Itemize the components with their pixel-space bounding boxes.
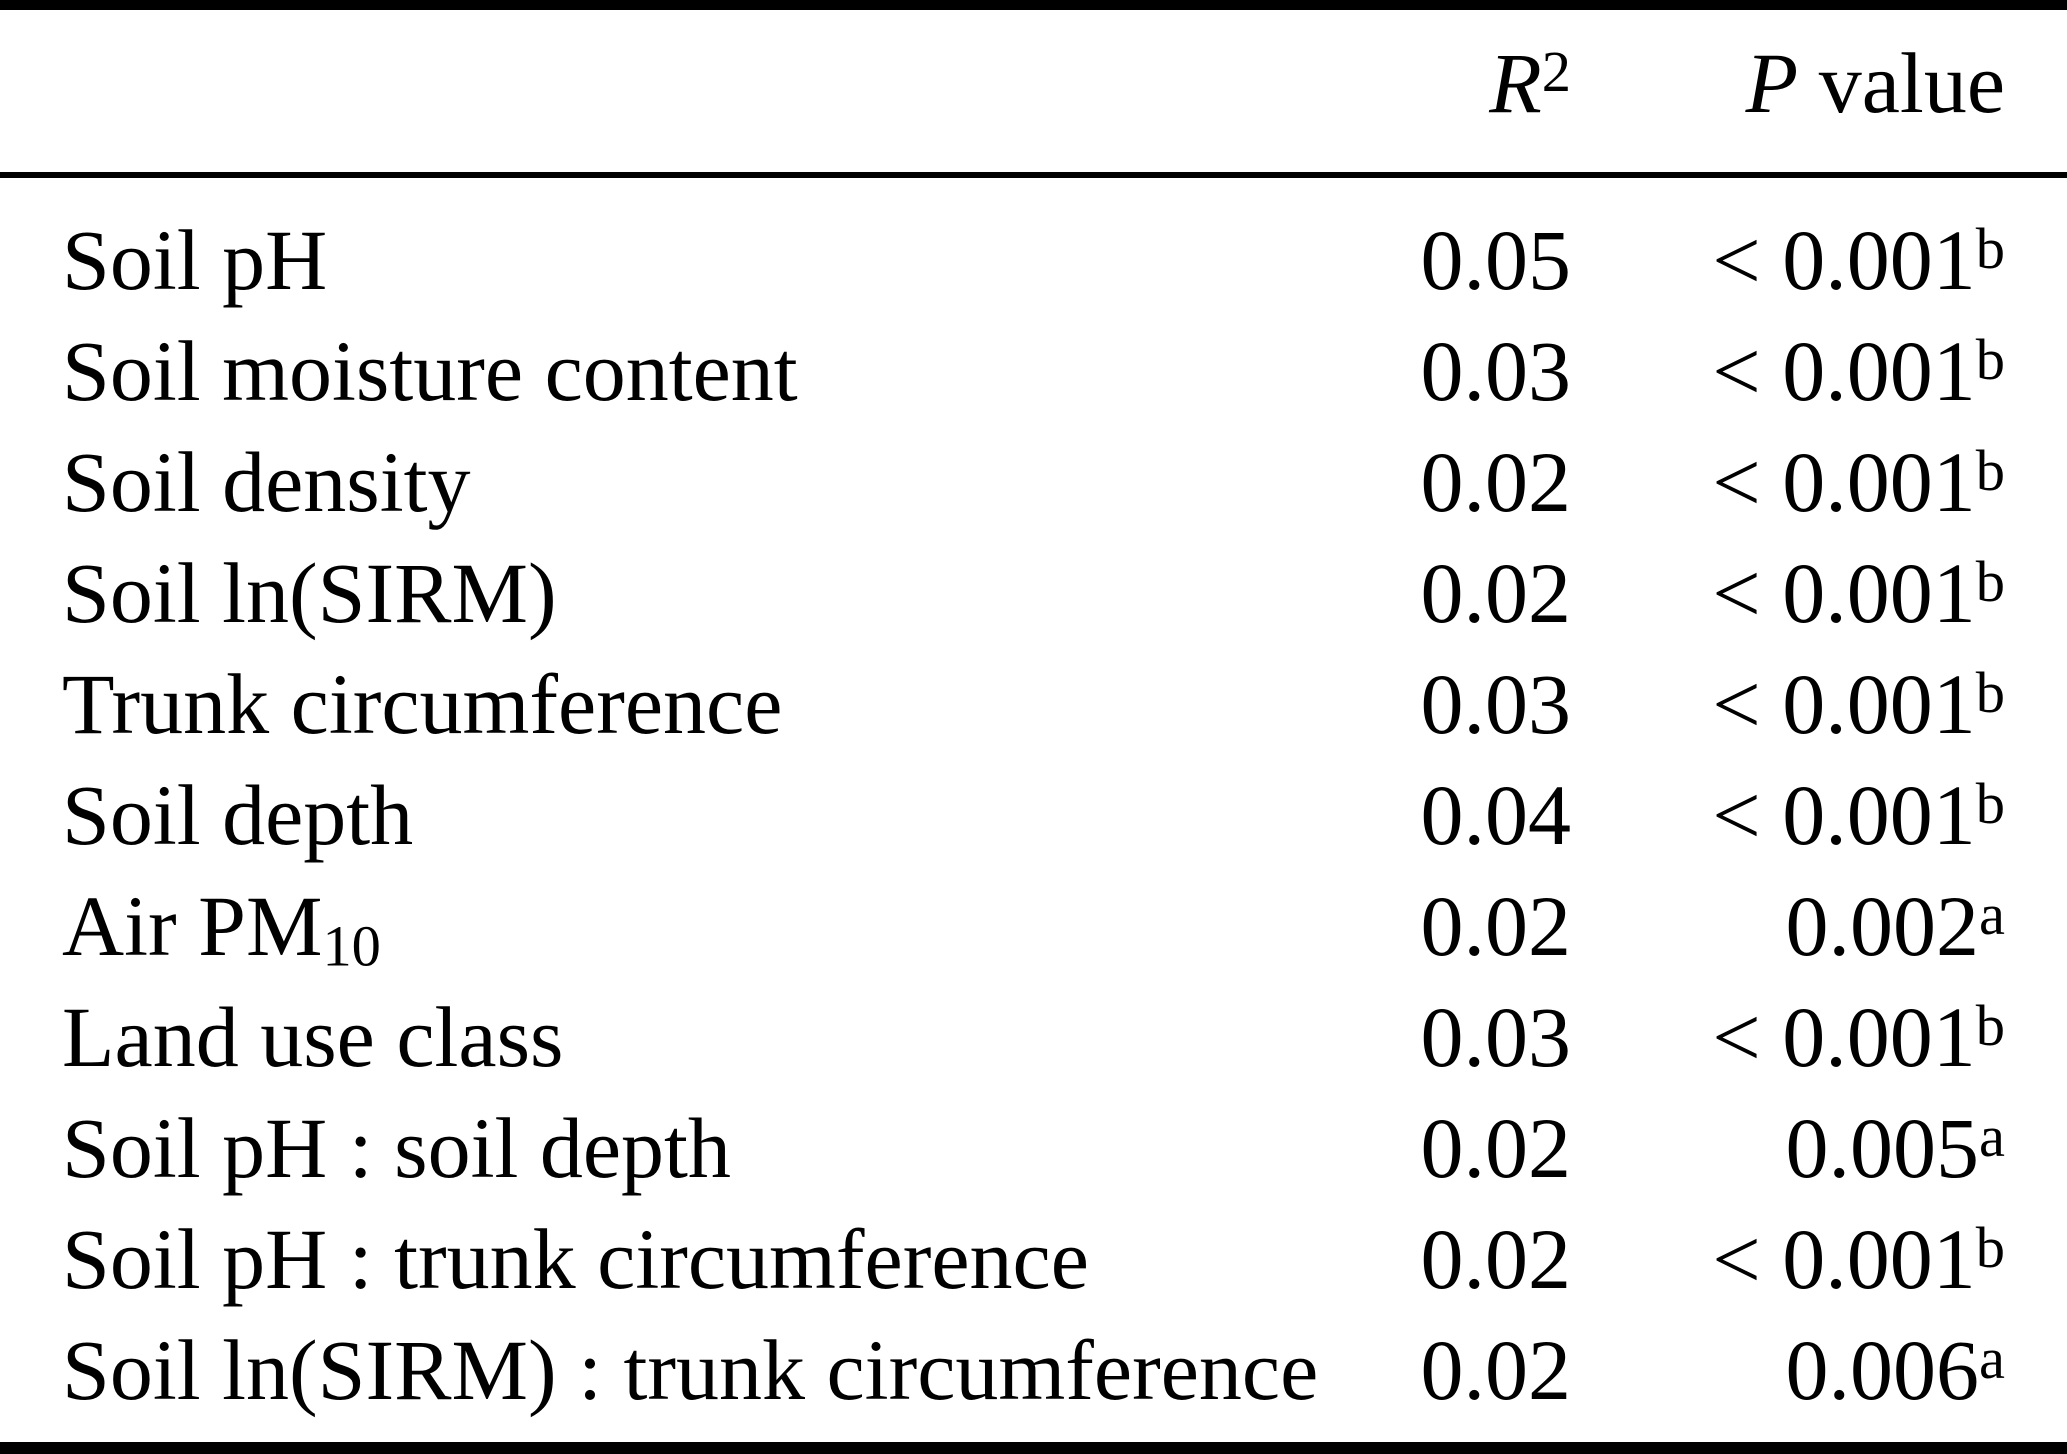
p-symbol: P xyxy=(1745,35,1799,131)
row-r-squared-value: 0.03 xyxy=(1420,989,1572,1085)
table-row: Soil pH 0.05 < 0.001b xyxy=(0,205,2067,316)
table-top-rule xyxy=(0,0,2067,10)
table-bottom-rule xyxy=(0,1442,2067,1454)
table-row: Land use class 0.03 < 0.001b xyxy=(0,982,2067,1093)
row-variable-label: Air PM10 xyxy=(0,871,1341,982)
row-p-value-footnote-mark: b xyxy=(1975,437,2005,503)
row-p-value: < 0.001b xyxy=(1571,649,2067,760)
row-variable-text: Soil ln(SIRM) : trunk circumference xyxy=(62,1322,1319,1418)
row-p-value-text: < 0.001 xyxy=(1712,1211,1976,1307)
row-variable-text: Soil pH : trunk circumference xyxy=(62,1211,1089,1307)
row-p-value-text: < 0.001 xyxy=(1712,656,1976,752)
row-variable-label: Soil ln(SIRM) xyxy=(0,538,1341,649)
row-variable-text: Land use class xyxy=(62,989,564,1085)
row-p-value: < 0.001b xyxy=(1571,538,2067,649)
row-r-squared-value: 0.03 xyxy=(1420,656,1572,752)
row-p-value: < 0.001b xyxy=(1571,427,2067,538)
table-header-rule xyxy=(0,172,2067,178)
row-p-value-text: < 0.001 xyxy=(1712,545,1976,641)
row-p-value-footnote-mark: b xyxy=(1975,326,2005,392)
row-p-value-footnote-mark: a xyxy=(1979,1103,2005,1169)
row-p-value: < 0.001b xyxy=(1571,760,2067,871)
row-variable-text: Soil depth xyxy=(62,767,414,863)
table-row: Soil density 0.02 < 0.001b xyxy=(0,427,2067,538)
table-row: Soil ln(SIRM) : trunk circumference 0.02 0… xyxy=(0,1315,2067,1426)
table-body: Soil pH 0.05 < 0.001b Soil moisture content… xyxy=(0,178,2067,1426)
row-r-squared-value: 0.05 xyxy=(1420,212,1572,308)
row-p-value-text: 0.005 xyxy=(1785,1100,1980,1196)
row-p-value-text: 0.006 xyxy=(1785,1322,1980,1418)
row-variable-text: Air PM xyxy=(62,878,323,974)
row-r-squared-value: 0.02 xyxy=(1420,1322,1572,1418)
row-p-value-text: 0.002 xyxy=(1785,878,1980,974)
row-p-value-text: < 0.001 xyxy=(1712,323,1976,419)
row-variable-label: Soil density xyxy=(0,427,1341,538)
row-variable-label: Soil pH xyxy=(0,205,1341,316)
table-row: Soil depth 0.04 < 0.001b xyxy=(0,760,2067,871)
row-p-value: < 0.001b xyxy=(1571,1204,2067,1315)
row-p-value: < 0.001b xyxy=(1571,982,2067,1093)
row-variable-text: Trunk circumference xyxy=(62,656,783,752)
row-r-squared-value: 0.02 xyxy=(1420,1100,1572,1196)
row-variable-label: Trunk circumference xyxy=(0,649,1341,760)
row-r-squared-value: 0.04 xyxy=(1420,767,1572,863)
row-variable-text: Soil pH xyxy=(62,212,328,308)
p-value-word: value xyxy=(1818,35,2005,131)
row-r-squared-value: 0.02 xyxy=(1420,545,1572,641)
row-variable-text: Soil pH : soil depth xyxy=(62,1100,731,1196)
row-p-value-footnote-mark: b xyxy=(1975,548,2005,614)
row-variable-label: Land use class xyxy=(0,982,1341,1093)
row-r-squared-value: 0.02 xyxy=(1420,1211,1572,1307)
row-variable-label: Soil depth xyxy=(0,760,1341,871)
table-row: Trunk circumference 0.03 < 0.001b xyxy=(0,649,2067,760)
row-p-value-footnote-mark: b xyxy=(1975,659,2005,725)
row-r-squared-value: 0.03 xyxy=(1420,323,1572,419)
row-p-value: < 0.001b xyxy=(1571,316,2067,427)
table-row: Soil pH : soil depth 0.02 0.005a xyxy=(0,1093,2067,1204)
row-p-value-text: < 0.001 xyxy=(1712,767,1976,863)
header-variable-cell xyxy=(0,40,1341,172)
row-variable-text: Soil ln(SIRM) xyxy=(62,545,557,641)
row-variable-label: Soil pH : soil depth xyxy=(0,1093,1341,1204)
row-p-value: 0.002a xyxy=(1571,871,2067,982)
row-p-value-footnote-mark: b xyxy=(1975,992,2005,1058)
row-variable-text: Soil density xyxy=(62,434,471,530)
row-variable-label: Soil pH : trunk circumference xyxy=(0,1204,1341,1315)
r-squared-symbol: R xyxy=(1489,35,1542,131)
row-variable-text: Soil moisture content xyxy=(62,323,798,419)
row-p-value: < 0.001b xyxy=(1571,205,2067,316)
r-squared-exponent: 2 xyxy=(1541,38,1571,104)
row-variable-subscript: 10 xyxy=(322,913,381,979)
row-p-value-footnote-mark: b xyxy=(1975,1214,2005,1280)
row-r-squared-value: 0.02 xyxy=(1420,434,1572,530)
row-p-value-footnote-mark: a xyxy=(1979,881,2005,947)
table-row: Soil ln(SIRM) 0.02 < 0.001b xyxy=(0,538,2067,649)
table-row: Air PM10 0.02 0.002a xyxy=(0,871,2067,982)
row-p-value: 0.006a xyxy=(1571,1315,2067,1426)
header-r-squared: R2 xyxy=(1341,40,1571,172)
row-variable-label: Soil moisture content xyxy=(0,316,1341,427)
table-row: Soil moisture content 0.03 < 0.001b xyxy=(0,316,2067,427)
table-row: Soil pH : trunk circumference 0.02 < 0.001… xyxy=(0,1204,2067,1315)
row-variable-label: Soil ln(SIRM) : trunk circumference xyxy=(0,1315,1341,1426)
row-p-value-text: < 0.001 xyxy=(1712,989,1976,1085)
row-p-value-footnote-mark: b xyxy=(1975,215,2005,281)
row-p-value-text: < 0.001 xyxy=(1712,212,1976,308)
row-r-squared-value: 0.02 xyxy=(1420,878,1572,974)
row-p-value-text: < 0.001 xyxy=(1712,434,1976,530)
row-p-value: 0.005a xyxy=(1571,1093,2067,1204)
row-p-value-footnote-mark: a xyxy=(1979,1325,2005,1391)
row-p-value-footnote-mark: b xyxy=(1975,770,2005,836)
